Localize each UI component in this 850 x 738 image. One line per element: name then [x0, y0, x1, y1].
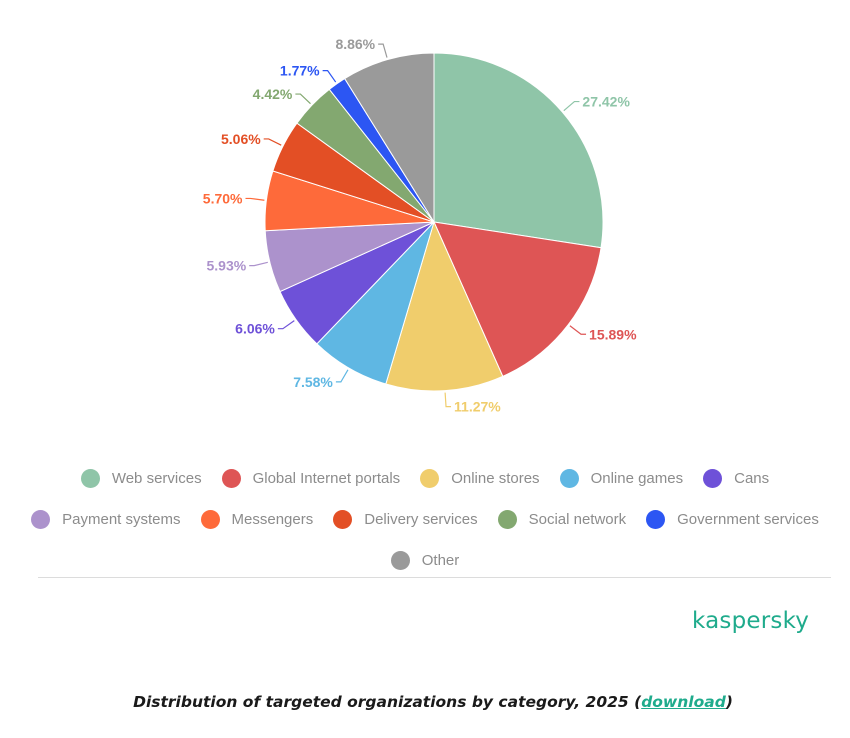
leader-line-government-services — [322, 70, 337, 83]
legend-marker — [646, 510, 666, 529]
legend-label: Cans — [734, 470, 770, 487]
leader-line-social-network — [295, 93, 311, 105]
legend-marker — [497, 510, 517, 529]
leader-line-messengers — [245, 197, 265, 201]
pie-slice-other[interactable] — [343, 52, 435, 224]
data-label-global-internet-portals: 15.89% — [589, 326, 637, 342]
leader-line-online-games — [335, 369, 349, 383]
divider — [38, 577, 831, 578]
data-label-social-network: 4.42% — [253, 86, 293, 102]
legend-row: Payment systems Messengers Delivery servic… — [30, 499, 820, 540]
legend-marker — [221, 469, 241, 488]
kaspersky-logo[interactable]: kaspersky — [692, 608, 810, 634]
legend-label: Global Internet portals — [252, 470, 401, 487]
legend-marker — [390, 551, 410, 570]
legend-marker — [200, 510, 220, 529]
legend-item-web-services[interactable]: Web services — [80, 469, 202, 488]
legend-item-government-services[interactable]: Government services — [646, 510, 819, 529]
leader-line-online-stores — [444, 392, 452, 408]
data-label-messengers: 5.70% — [203, 190, 243, 206]
legend-item-messengers[interactable]: Messengers — [200, 510, 314, 529]
legend-label: Delivery services — [364, 511, 478, 528]
leader-line-payment-systems — [249, 261, 268, 267]
legend-item-social-network[interactable]: Social network — [497, 510, 627, 529]
data-label-delivery-services: 5.06% — [221, 131, 261, 147]
legend-marker — [559, 469, 579, 488]
data-label-cans: 6.06% — [235, 321, 275, 337]
pie-slice-online-stores[interactable] — [385, 220, 504, 392]
download-link[interactable]: download — [641, 693, 726, 711]
legend-label: Web services — [111, 470, 202, 487]
legend-item-global-internet-portals[interactable]: Global Internet portals — [221, 469, 401, 488]
legend-item-cans[interactable]: Cans — [703, 469, 769, 488]
data-label-payment-systems: 5.93% — [207, 258, 247, 274]
legend-marker — [420, 469, 440, 488]
legend-item-payment-systems[interactable]: Payment systems — [31, 510, 181, 529]
legend-label: Government services — [677, 511, 819, 528]
data-label-web-services: 27.42% — [582, 94, 630, 110]
data-label-online-games: 7.58% — [293, 374, 333, 390]
legend-label: Online games — [590, 470, 684, 487]
data-label-other: 8.86% — [335, 36, 375, 52]
legend-row: Other — [30, 540, 820, 581]
legend-label: Messengers — [231, 511, 314, 528]
figure-caption: Distribution of targeted organizations b… — [0, 693, 850, 711]
leader-line-cans — [277, 320, 295, 330]
legend-item-delivery-services[interactable]: Delivery services — [333, 510, 478, 529]
legend-label: Online stores — [451, 470, 540, 487]
legend-label: Social network — [528, 511, 627, 528]
chart-legend: Web services Global Internet portals Onlin… — [30, 458, 820, 581]
leader-line-other — [378, 43, 388, 58]
leader-line-delivery-services — [263, 138, 282, 146]
leader-line-global-internet-portals — [569, 325, 587, 335]
legend-marker — [703, 469, 723, 488]
pie-slice-global-internet-portals[interactable] — [433, 221, 602, 378]
legend-label: Payment systems — [62, 511, 181, 528]
legend-item-other[interactable]: Other — [390, 551, 460, 570]
data-label-government-services: 1.77% — [280, 63, 320, 79]
legend-item-online-games[interactable]: Online games — [559, 469, 684, 488]
pie-slice-web-services[interactable] — [433, 52, 604, 249]
legend-marker — [333, 510, 353, 529]
legend-label: Other — [421, 552, 460, 569]
caption-close: ) — [725, 693, 733, 711]
data-label-online-stores: 11.27% — [454, 399, 501, 415]
caption-text: Distribution of targeted organizations b… — [133, 693, 642, 711]
pie-chart: 27.42% 15.89% 11.27% 7.58% 6.06% 5.93% 5.70% 5.… — [203, 36, 637, 415]
leader-line-web-services — [563, 100, 580, 112]
legend-marker — [31, 510, 51, 529]
legend-item-online-stores[interactable]: Online stores — [420, 469, 540, 488]
legend-row: Web services Global Internet portals Onlin… — [30, 458, 820, 499]
legend-marker — [80, 469, 100, 488]
